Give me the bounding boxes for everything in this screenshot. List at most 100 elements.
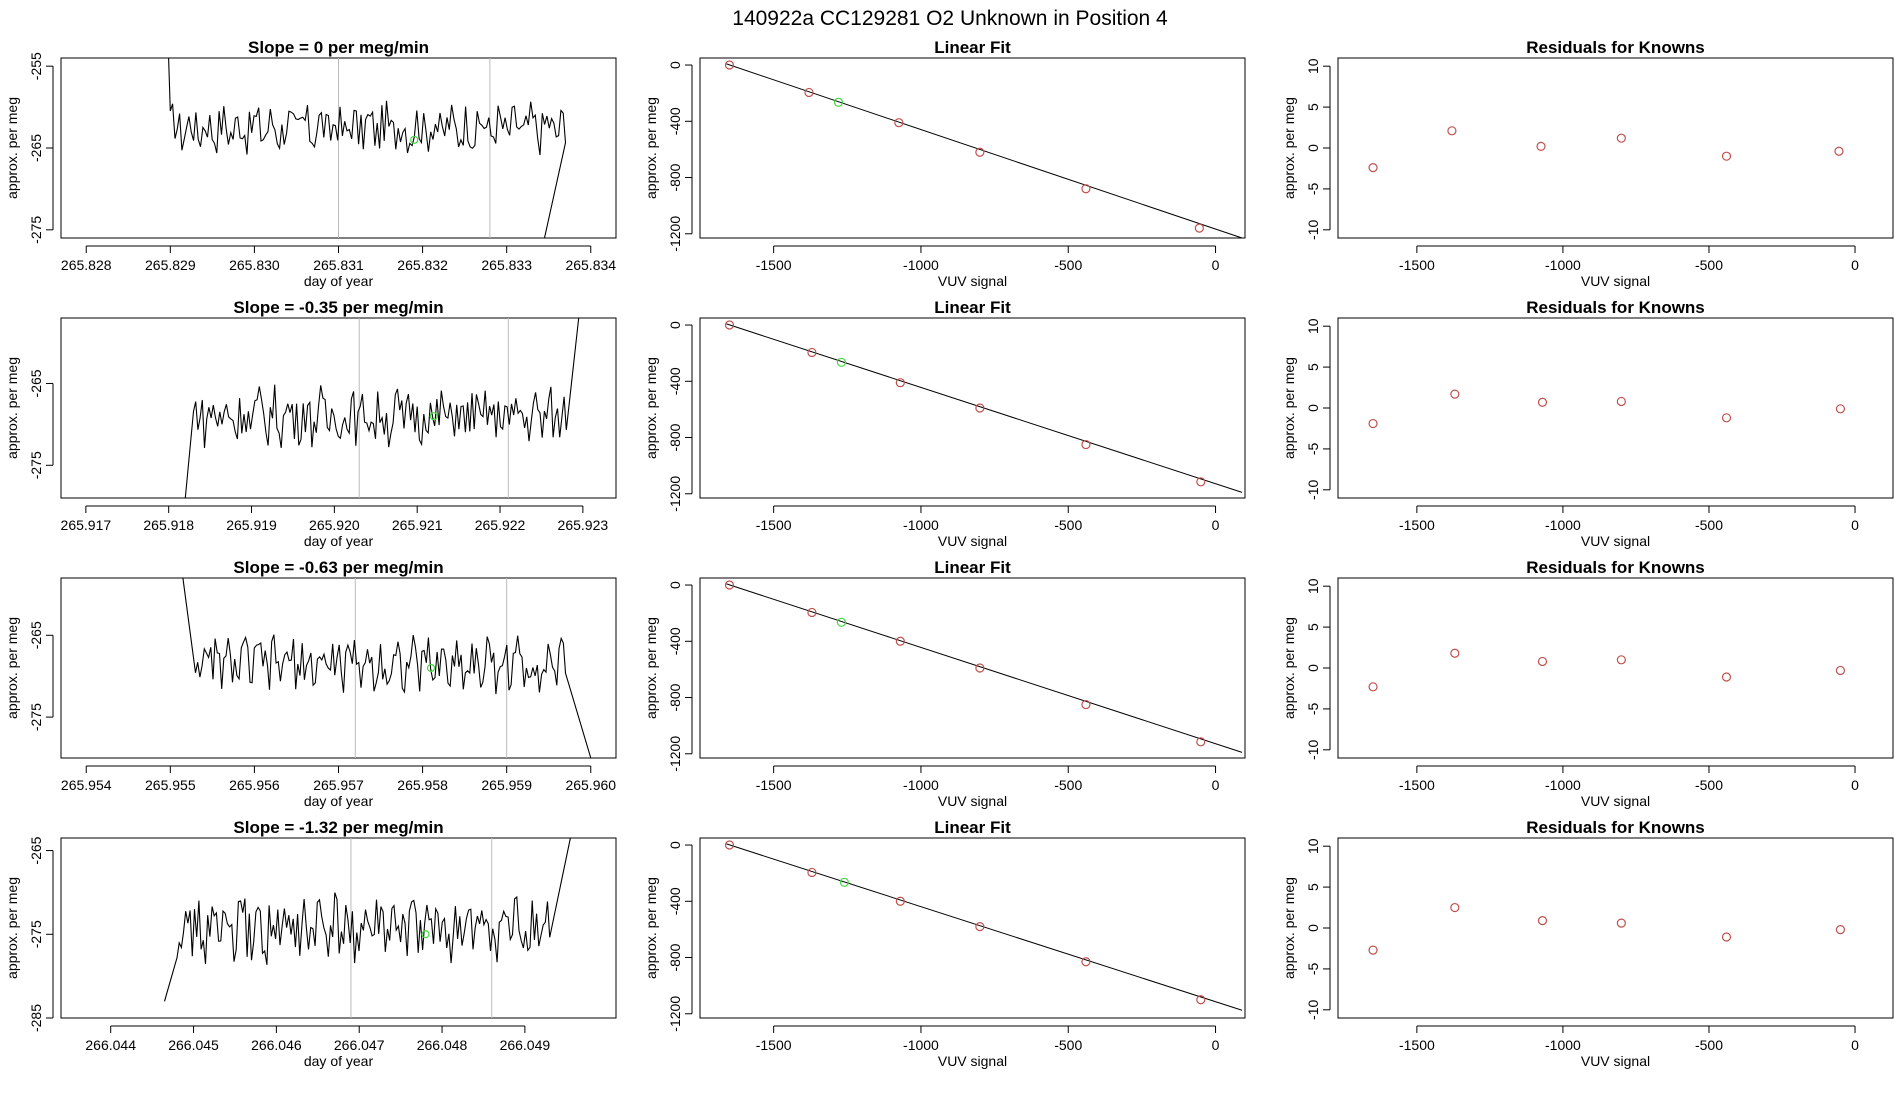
y-axis-label: approx. per meg [1281,97,1297,199]
x-axis-label: VUV signal [1581,793,1650,809]
residual-point [1834,146,1844,156]
panel-fit-1: Linear Fit -1500 -1000 -500 0 VUV signal 0 -400… [643,38,1246,289]
known-point [724,840,735,850]
x-tick-label: 265.920 [309,517,360,533]
residual-point [1835,925,1846,935]
y-tick-label: 10 [1305,318,1321,334]
x-tick-label: -1000 [903,257,939,273]
known-point [975,663,985,673]
y-tick-label: 0 [1305,664,1321,672]
residual-point [1616,133,1626,143]
x-axis-label: day of year [304,793,374,809]
x-tick-label: 266.045 [168,1037,219,1053]
plot-frame [1337,837,1894,1019]
y-axis-label: approx. per meg [1281,877,1297,979]
residual-point [1537,397,1548,407]
x-tick-label: -1000 [903,517,939,533]
x-tick-label: -500 [1054,257,1082,273]
x-tick-label: -500 [1695,1037,1723,1053]
y-tick-label: 0 [667,581,683,589]
x-tick-label: 0 [1851,777,1859,793]
x-tick-label: 265.832 [397,257,448,273]
residual-point [1537,916,1548,926]
panel-title: Slope = -0.35 per meg/min [233,298,443,317]
y-tick-label: -1200 [667,736,683,772]
unknown-marker [429,412,438,421]
y-tick-label: 0 [1305,924,1321,932]
y-axis-label: approx. per meg [4,97,20,199]
x-axis-label: VUV signal [1581,533,1650,549]
panel-grid: Slope = 0 per meg/min 265.828 265.829 265.8… [4,38,1894,1069]
panel-title: Linear Fit [934,38,1011,57]
x-axis-label: VUV signal [1581,273,1650,289]
x-tick-label: 265.918 [143,517,194,533]
y-tick-label: -5 [1305,182,1321,195]
x-tick-label: -1500 [1399,777,1435,793]
x-tick-label: 265.954 [61,777,112,793]
residual-point [1450,648,1460,658]
residual-point [1616,396,1626,407]
residual-point [1368,163,1378,173]
y-tick-label: -1200 [667,996,683,1032]
panel-fit-3: Linear Fit -1500 -1000 -500 0 VUV signal 0 -400… [643,558,1246,809]
residual-point [1450,902,1460,913]
x-tick-label: -500 [1695,777,1723,793]
known-point [975,921,985,932]
x-axis-label: day of year [304,1053,374,1069]
y-tick-label: -275 [28,703,44,731]
x-tick-label: 0 [1212,517,1220,533]
known-point [1081,699,1091,710]
y-axis-label: approx. per meg [1281,617,1297,719]
y-axis-label: approx. per meg [643,97,659,199]
x-tick-label: -500 [1054,1037,1082,1053]
x-tick-label: 266.046 [251,1037,302,1053]
y-axis-label: approx. per meg [4,617,20,719]
x-tick-label: 265.921 [392,517,443,533]
known-point [1194,223,1204,233]
x-tick-label: 0 [1851,257,1859,273]
y-tick-label: -1200 [667,476,683,512]
x-tick-label: 265.958 [397,777,448,793]
panel-slope-4: Slope = -1.32 per meg/min 266.044 266.045 2… [4,818,617,1069]
x-tick-label: 0 [1212,777,1220,793]
x-tick-label: 265.957 [313,777,364,793]
x-tick-label: -1500 [756,777,792,793]
unknown-point [836,617,847,627]
signal-trace [184,317,580,499]
panel-title: Linear Fit [934,558,1011,577]
plot-frame [60,317,617,499]
x-tick-label: 0 [1212,1037,1220,1053]
panel-title: Linear Fit [934,818,1011,837]
x-tick-label: -1000 [903,777,939,793]
panel-title: Residuals for Knowns [1526,818,1705,837]
unknown-point [839,877,849,887]
x-tick-label: 265.917 [61,517,112,533]
y-tick-label: -800 [667,943,683,971]
figure-title: 140922a CC129281 O2 Unknown in Position … [732,7,1168,30]
x-tick-label: 266.047 [334,1037,385,1053]
x-tick-label: -1000 [903,1037,939,1053]
x-tick-label: 265.831 [313,257,364,273]
y-tick-label: -400 [667,627,683,655]
known-point [1081,184,1091,194]
known-point [1196,995,1206,1005]
known-point [724,320,735,330]
panel-slope-3: Slope = -0.63 per meg/min 265.954 265.955 2… [4,558,617,809]
x-axis-label: VUV signal [938,273,1007,289]
residual-point [1368,418,1378,429]
y-tick-label: -275 [28,216,44,244]
x-tick-label: -1500 [1399,517,1435,533]
x-axis-label: day of year [304,533,374,549]
y-tick-label: 0 [1305,144,1321,152]
residual-point [1450,389,1460,399]
plot-frame [1337,317,1894,499]
residual-point [1721,672,1732,682]
y-tick-label: -400 [667,367,683,395]
panel-title: Slope = -0.63 per meg/min [233,558,443,577]
y-tick-label: -275 [28,451,44,479]
panel-title: Residuals for Knowns [1526,298,1705,317]
x-tick-label: 265.919 [226,517,277,533]
residual-point [1447,126,1457,136]
x-tick-label: -1000 [1545,517,1581,533]
x-tick-label: 0 [1851,517,1859,533]
